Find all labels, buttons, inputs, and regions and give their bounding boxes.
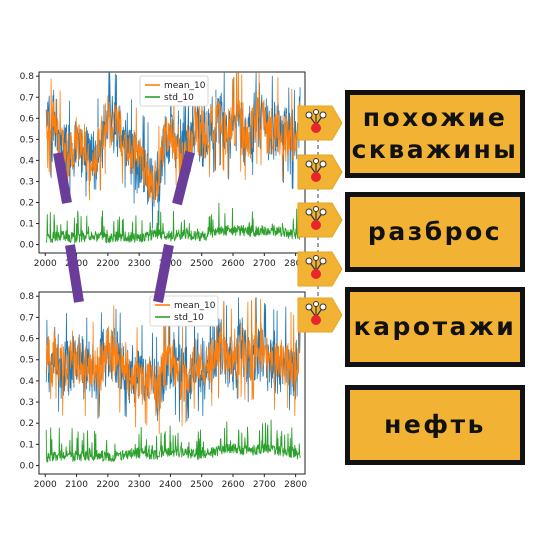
badge-shape [297, 251, 343, 287]
x-tick-label: 2500 [190, 480, 213, 490]
y-tick-label: 0.6 [20, 114, 35, 124]
y-tick-label: 0.8 [20, 72, 35, 82]
network-node-icon [305, 109, 327, 133]
network-node-icon [305, 255, 327, 279]
x-tick-label: 2800 [284, 480, 307, 490]
x-tick-label: 2300 [128, 480, 151, 490]
badge-4 [297, 251, 343, 287]
network-node-icon [305, 301, 327, 325]
x-tick-label: 2200 [96, 259, 119, 269]
tag-logs: каротажи [345, 287, 525, 367]
badge-shape [297, 154, 343, 190]
badge-3 [297, 202, 343, 238]
x-tick-label: 2500 [190, 259, 213, 269]
network-node-icon [305, 158, 327, 182]
x-tick-label: 2100 [65, 480, 88, 490]
series-std_10 [45, 419, 301, 463]
series-std_10 [45, 202, 301, 244]
series-mean_10 [45, 297, 301, 435]
x-tick-label: 2400 [159, 259, 182, 269]
x-tick-label: 2600 [222, 259, 245, 269]
y-tick-label: 0.7 [20, 93, 34, 103]
x-tick-label: 2000 [34, 259, 57, 269]
legend-box [139, 75, 209, 107]
tag-oil: нефть [345, 385, 525, 465]
legend-label: mean_10 [164, 81, 206, 91]
legend-label: std_10 [174, 313, 204, 323]
y-tick-label: 0.5 [20, 135, 34, 145]
chart-panel-2: 0.0 0.1 0.2 0.3 0.4 0.5 0.6 0.7 0.8 2000 2100 2200 2… [20, 291, 307, 490]
legend-label: std_10 [164, 93, 194, 103]
y-tick-label: 0.3 [20, 398, 34, 408]
y-tick-label: 0.5 [20, 356, 34, 366]
y-tick-label: 0.8 [20, 292, 35, 302]
x-tick-label: 2700 [253, 259, 276, 269]
y-tick-label: 0.4 [20, 377, 35, 387]
y-tick-label: 0.2 [20, 198, 34, 208]
chart-panel-1: 0.00.10.20.30.40.50.60.70.82000210022002… [20, 71, 307, 269]
badge-shape [297, 202, 343, 238]
tag-similar-wells: похожие скважины [345, 90, 525, 178]
legend: mean_10 std_10 [139, 75, 209, 107]
y-tick-label: 0.3 [20, 177, 34, 187]
y-tick-label: 0.0 [20, 241, 35, 251]
badge-5 [297, 297, 343, 333]
series-mean_10 [45, 72, 301, 204]
x-tick-label: 2000 [34, 480, 57, 490]
network-node-icon [305, 206, 327, 230]
badge-1 [297, 105, 343, 141]
x-tick-label: 2400 [159, 480, 182, 490]
y-tick-label: 0.4 [20, 156, 35, 166]
legend-label: mean_10 [174, 301, 216, 311]
tag-spread: разброс [345, 192, 525, 272]
x-tick-label: 2800 [284, 259, 307, 269]
y-tick-label: 0.6 [20, 335, 35, 345]
y-tick-label: 0.0 [20, 462, 35, 472]
connector-bar [153, 244, 174, 303]
y-tick-label: 0.2 [20, 419, 34, 429]
connector-bar [53, 152, 72, 204]
badge-2 [297, 154, 343, 190]
x-tick-label: 2300 [128, 259, 151, 269]
badge-shape [297, 105, 343, 141]
y-tick-label: 0.7 [20, 313, 34, 323]
badge-shape [297, 297, 343, 333]
y-tick-label: 0.1 [20, 220, 34, 230]
x-tick-label: 2200 [96, 480, 119, 490]
y-tick-label: 0.1 [20, 440, 34, 450]
x-tick-label: 2600 [222, 480, 245, 490]
connector-bar [65, 244, 84, 303]
legend-box [149, 295, 219, 327]
connector-bar [172, 150, 195, 206]
legend: mean_10 std_10 [149, 295, 219, 327]
x-tick-label: 2700 [253, 480, 276, 490]
